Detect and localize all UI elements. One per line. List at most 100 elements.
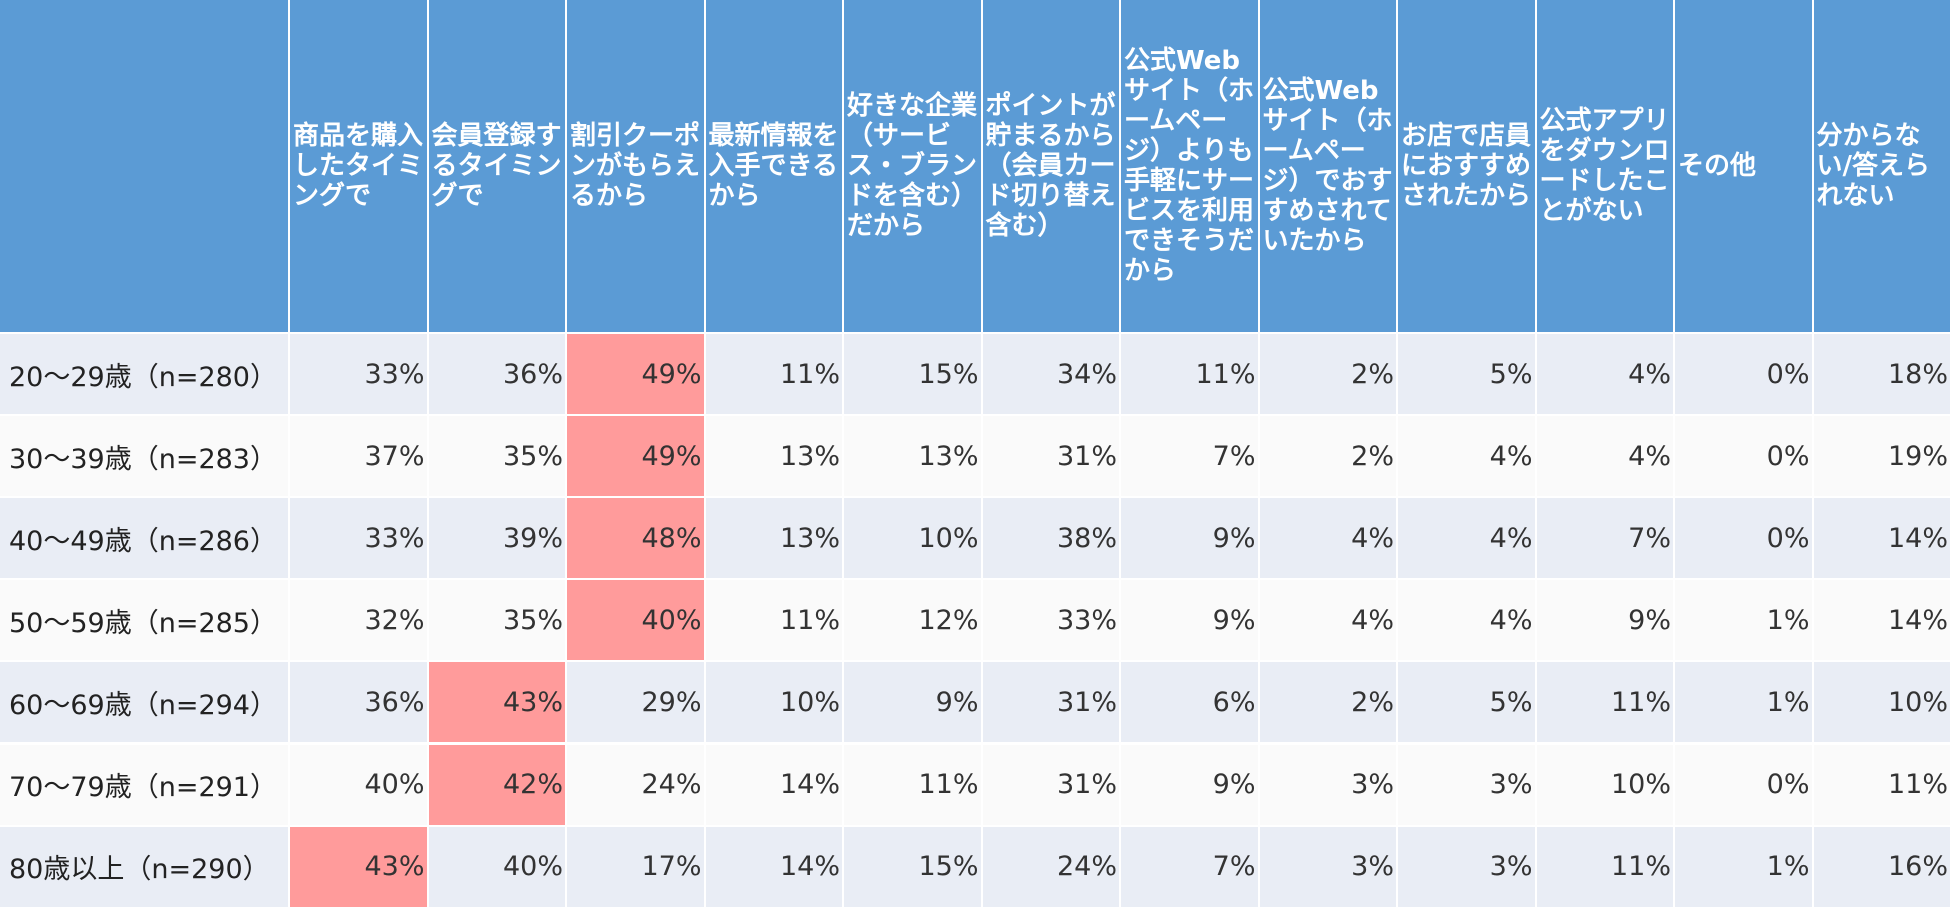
value-cell: 34%: [982, 334, 1119, 415]
value-cell: 9%: [1536, 580, 1673, 661]
value-cell: 24%: [982, 826, 1119, 907]
column-header: 公式アプリをダウンロードしたことがない: [1536, 0, 1673, 332]
value-cell: 3%: [1259, 744, 1396, 825]
value-cell: 31%: [982, 416, 1119, 497]
value-cell: 4%: [1398, 580, 1535, 661]
value-cell: 2%: [1259, 334, 1396, 415]
value-cell-highlighted: 40%: [567, 580, 704, 661]
value-cell: 14%: [705, 826, 842, 907]
value-cell: 14%: [1813, 580, 1950, 661]
value-cell: 15%: [844, 826, 981, 907]
value-cell: 0%: [1675, 744, 1812, 825]
column-header-label: 公式Webサイト（ホームページ）よりも手軽にサービスを利用できそうだから: [1124, 46, 1255, 286]
column-header: 分からない/答えられない: [1813, 0, 1950, 332]
value-cell: 19%: [1813, 416, 1950, 497]
value-cell: 14%: [705, 744, 842, 825]
value-cell: 11%: [1536, 826, 1673, 907]
value-cell: 3%: [1259, 826, 1396, 907]
value-cell: 2%: [1259, 662, 1396, 743]
column-header: 好きな企業（サービス・ブランドを含む）だから: [844, 0, 981, 332]
value-cell: 35%: [428, 416, 565, 497]
column-header-label: 好きな企業（サービス・ブランドを含む）だから: [847, 91, 978, 241]
value-cell: 4%: [1398, 416, 1535, 497]
value-cell: 24%: [567, 744, 704, 825]
value-cell: 32%: [290, 580, 427, 661]
value-cell: 0%: [1675, 416, 1812, 497]
value-cell: 9%: [1121, 580, 1258, 661]
value-cell: 3%: [1398, 826, 1535, 907]
column-header-label: 公式Webサイト（ホームページ）でおすすめされていたから: [1262, 76, 1393, 256]
value-cell: 13%: [705, 416, 842, 497]
value-cell: 18%: [1813, 334, 1950, 415]
header-corner-cell: [0, 0, 288, 332]
column-header-label: 商品を購入したタイミングで: [293, 121, 424, 211]
column-header-label: 割引クーポンがもらえるから: [570, 121, 701, 211]
row-label: 80歳以上（n=290）: [0, 826, 288, 907]
value-cell-highlighted: 43%: [428, 662, 565, 743]
value-cell: 4%: [1536, 416, 1673, 497]
value-cell: 5%: [1398, 334, 1535, 415]
value-cell: 7%: [1121, 416, 1258, 497]
value-cell: 31%: [982, 744, 1119, 825]
value-cell: 9%: [1121, 498, 1258, 579]
value-cell: 9%: [1121, 744, 1258, 825]
value-cell: 0%: [1675, 498, 1812, 579]
column-header: ポイントが貯まるから（会員カード切り替え含む）: [982, 0, 1119, 332]
value-cell: 2%: [1259, 416, 1396, 497]
value-cell: 4%: [1398, 498, 1535, 579]
value-cell: 9%: [844, 662, 981, 743]
value-cell: 11%: [1536, 662, 1673, 743]
value-cell: 15%: [844, 334, 981, 415]
value-cell: 14%: [1813, 498, 1950, 579]
column-header: 商品を購入したタイミングで: [290, 0, 427, 332]
value-cell: 38%: [982, 498, 1119, 579]
value-cell: 40%: [290, 744, 427, 825]
value-cell: 37%: [290, 416, 427, 497]
value-cell: 17%: [567, 826, 704, 907]
value-cell: 33%: [290, 498, 427, 579]
column-header-label: 最新情報を入手できるから: [708, 121, 839, 211]
column-header: 割引クーポンがもらえるから: [567, 0, 704, 332]
value-cell: 0%: [1675, 334, 1812, 415]
column-header-label: 分からない/答えられない: [1816, 121, 1931, 211]
column-header-label: 公式アプリをダウンロードしたことがない: [1539, 106, 1670, 226]
value-cell: 35%: [428, 580, 565, 661]
value-cell: 36%: [290, 662, 427, 743]
row-label: 30～39歳（n=283）: [0, 416, 288, 497]
value-cell: 11%: [844, 744, 981, 825]
value-cell: 11%: [705, 334, 842, 415]
value-cell: 6%: [1121, 662, 1258, 743]
column-header-label: ポイントが貯まるから（会員カード切り替え含む）: [985, 91, 1116, 241]
value-cell: 29%: [567, 662, 704, 743]
value-cell: 1%: [1675, 826, 1812, 907]
value-cell: 16%: [1813, 826, 1950, 907]
value-cell: 13%: [705, 498, 842, 579]
value-cell: 11%: [1121, 334, 1258, 415]
column-header: その他: [1675, 0, 1812, 332]
column-header: 会員登録するタイミングで: [428, 0, 565, 332]
value-cell: 10%: [1536, 744, 1673, 825]
column-header-label: その他: [1678, 151, 1757, 181]
column-header-label: 会員登録するタイミングで: [431, 121, 562, 211]
value-cell-highlighted: 49%: [567, 416, 704, 497]
row-label: 60～69歳（n=294）: [0, 662, 288, 743]
value-cell: 1%: [1675, 662, 1812, 743]
value-cell: 33%: [982, 580, 1119, 661]
row-label: 40～49歳（n=286）: [0, 498, 288, 579]
column-header: お店で店員におすすめされたから: [1398, 0, 1535, 332]
value-cell: 36%: [428, 334, 565, 415]
column-header: 公式Webサイト（ホームページ）よりも手軽にサービスを利用できそうだから: [1121, 0, 1258, 332]
value-cell: 13%: [844, 416, 981, 497]
value-cell: 31%: [982, 662, 1119, 743]
value-cell: 10%: [705, 662, 842, 743]
value-cell-highlighted: 49%: [567, 334, 704, 415]
value-cell-highlighted: 48%: [567, 498, 704, 579]
value-cell: 33%: [290, 334, 427, 415]
value-cell-highlighted: 43%: [290, 826, 427, 907]
value-cell: 4%: [1536, 334, 1673, 415]
value-cell: 40%: [428, 826, 565, 907]
value-cell: 11%: [705, 580, 842, 661]
value-cell: 3%: [1398, 744, 1535, 825]
column-header: 公式Webサイト（ホームページ）でおすすめされていたから: [1259, 0, 1396, 332]
